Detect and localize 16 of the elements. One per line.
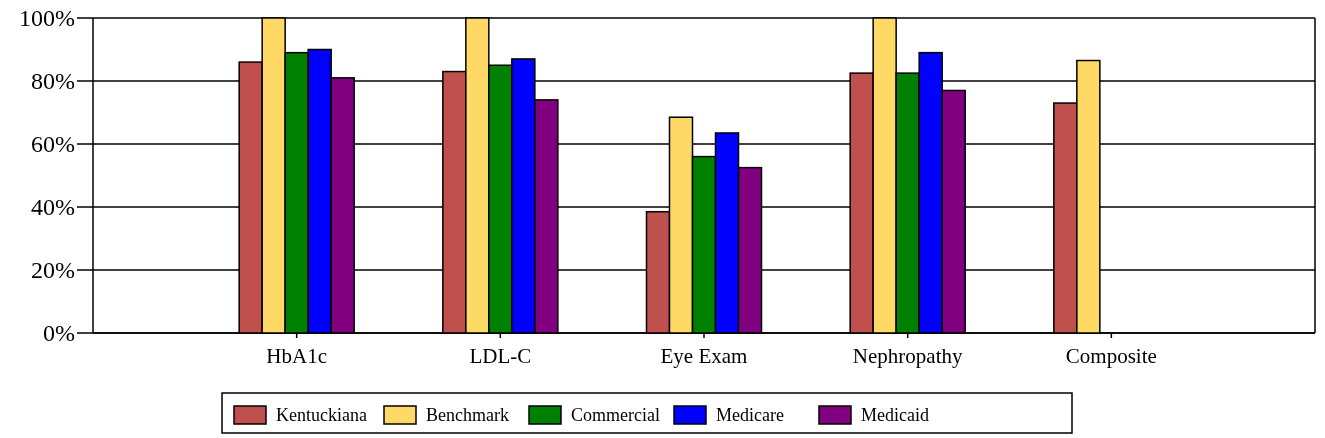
x-tick-label: Eye Exam <box>660 344 748 368</box>
x-tick-label: Composite <box>1065 344 1157 368</box>
x-tick-label: LDL-C <box>469 344 532 368</box>
legend-label: Benchmark <box>426 405 509 426</box>
legend-label: Kentuckiana <box>276 405 367 426</box>
x-tick-label: Nephropathy <box>852 344 963 368</box>
legend-label: Medicare <box>716 405 784 426</box>
y-tick-label: 0% <box>43 320 75 347</box>
y-tick-label: 20% <box>31 257 75 284</box>
y-tick-label: 60% <box>31 131 75 158</box>
x-tick-label: HbA1c <box>266 344 327 368</box>
y-tick-label: 100% <box>19 5 75 32</box>
y-tick-label: 80% <box>31 68 75 95</box>
legend-label: Medicaid <box>861 405 929 426</box>
y-tick-label: 40% <box>31 194 75 221</box>
legend-label: Commercial <box>571 405 660 426</box>
